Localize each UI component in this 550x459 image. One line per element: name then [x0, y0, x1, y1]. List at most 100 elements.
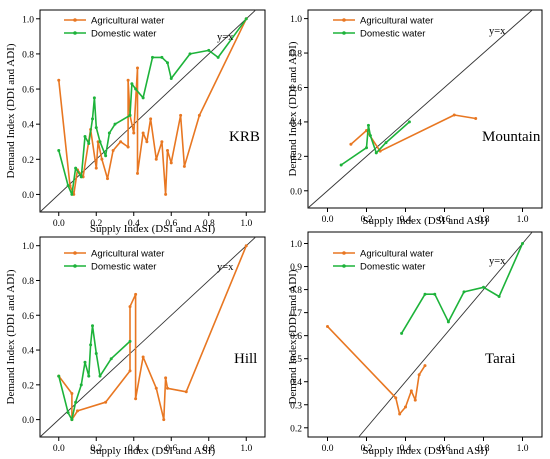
data-point-domestic-water: [169, 77, 173, 81]
data-point-agricultural-water: [398, 412, 402, 416]
data-point-agricultural-water: [128, 369, 132, 373]
data-point-agricultural-water: [169, 161, 173, 165]
x-tick-label: 0.2: [361, 444, 373, 454]
data-point-domestic-water: [482, 285, 485, 289]
x-tick-label: 0.0: [53, 219, 65, 229]
data-point-agricultural-water: [136, 66, 139, 70]
x-tick-label: 0.8: [478, 444, 490, 454]
data-point-domestic-water: [92, 96, 96, 100]
data-point-agricultural-water: [111, 149, 115, 153]
y-axis-label: Demand Index (DDI and ADI): [5, 43, 17, 178]
y-tick-label: 0.2: [22, 381, 34, 391]
x-tick-label: 0.6: [439, 215, 451, 225]
data-point-domestic-water: [66, 184, 70, 188]
y-tick-label: 1.0: [22, 242, 34, 252]
data-point-agricultural-water: [70, 392, 74, 396]
data-point-domestic-water: [94, 352, 98, 356]
data-point-domestic-water: [57, 149, 61, 153]
x-tick-label: 1.0: [240, 219, 252, 229]
y-tick-label: 0.8: [290, 286, 302, 296]
panel-label: KRB: [229, 129, 260, 145]
legend-marker-domestic-water: [73, 264, 77, 268]
data-point-agricultural-water: [154, 386, 158, 390]
data-point-agricultural-water: [104, 400, 108, 404]
data-point-agricultural-water: [417, 373, 421, 377]
data-point-agricultural-water: [154, 157, 158, 161]
y-tick-label: 0.6: [22, 86, 34, 96]
x-tick-label: 1.0: [517, 215, 529, 225]
panel-label: Mountain: [482, 129, 541, 145]
y-tick-label: 0.2: [22, 156, 34, 166]
data-point-domestic-water: [74, 400, 78, 404]
data-point-domestic-water: [104, 154, 108, 158]
legend-label-domestic-water: Domestic water: [91, 262, 156, 273]
y-tick-label: 0.8: [22, 50, 34, 60]
data-point-agricultural-water: [134, 292, 138, 296]
plot-frame: [307, 9, 543, 209]
reference-line-label: y=x: [217, 32, 234, 43]
data-point-agricultural-water: [326, 324, 329, 328]
data-point-agricultural-water: [136, 171, 139, 175]
data-point-domestic-water: [384, 141, 388, 145]
data-point-domestic-water: [128, 113, 132, 117]
series-line-agricultural-water: [326, 325, 426, 415]
data-point-domestic-water: [339, 163, 343, 167]
y-axis-label: Demand Index (DDI and ADI): [287, 41, 299, 176]
x-tick-label: 1.0: [240, 444, 252, 454]
legend-label-domestic-water: Domestic water: [360, 29, 425, 40]
data-point-agricultural-water: [119, 140, 123, 144]
reference-line-y-equals-x: [358, 231, 533, 438]
data-point-domestic-water: [91, 117, 94, 121]
data-point-agricultural-water: [100, 157, 104, 161]
y-tick-label: 0.3: [290, 401, 302, 411]
data-point-domestic-water: [462, 290, 466, 294]
data-point-domestic-water: [423, 292, 427, 296]
data-point-domestic-water: [113, 122, 117, 126]
legend-label-agricultural-water: Agricultural water: [360, 16, 433, 27]
y-tick-label: 0.4: [22, 347, 34, 357]
legend-label-domestic-water: Domestic water: [360, 262, 425, 273]
y-tick-label: 0.2: [290, 153, 302, 163]
legend-label-domestic-water: Domestic water: [91, 29, 156, 40]
data-point-domestic-water: [166, 61, 169, 65]
data-point-agricultural-water: [404, 405, 407, 409]
plot-frame: [39, 236, 266, 438]
data-point-agricultural-water: [474, 116, 478, 120]
x-tick-label: 0.0: [53, 444, 65, 454]
x-tick-label: 0.4: [400, 444, 412, 454]
x-axis-label: Supply Index (DSI and ASI): [90, 223, 216, 235]
y-tick-label: 1.0: [22, 15, 34, 25]
x-tick-label: 0.4: [128, 219, 140, 229]
data-point-agricultural-water: [149, 117, 153, 121]
legend-marker-domestic-water: [342, 264, 346, 268]
legend-label-agricultural-water: Agricultural water: [360, 249, 433, 260]
y-tick-label: 0.6: [290, 332, 302, 342]
data-point-domestic-water: [74, 166, 78, 170]
data-point-domestic-water: [109, 357, 113, 361]
y-tick-label: 0.6: [290, 84, 302, 94]
y-tick-label: 0.0: [22, 191, 34, 201]
plot-frame: [307, 231, 543, 438]
y-tick-label: 0.8: [290, 50, 302, 60]
panel-krb: 0.0 0.2 0.4 0.6 0.8 1.0 0.0 0.2 0.4 0.6 0.8 1.0 Supp…: [5, 9, 266, 235]
y-tick-label: 0.9: [290, 263, 302, 273]
y-tick-label: 1.0: [290, 15, 302, 25]
data-point-agricultural-water: [132, 131, 136, 135]
data-point-domestic-water: [83, 134, 87, 138]
y-axis-label: Demand Index (DDI and ADI): [287, 269, 299, 404]
x-tick-label: 0.8: [478, 215, 490, 225]
x-tick-label: 0.6: [439, 444, 451, 454]
data-point-domestic-water: [57, 374, 61, 378]
y-axis-label: Demand Index (DDI and ADI): [5, 269, 17, 404]
data-point-domestic-water: [446, 320, 450, 324]
data-point-agricultural-water: [145, 140, 149, 144]
data-point-agricultural-water: [423, 364, 427, 368]
legend-label-agricultural-water: Agricultural water: [91, 16, 164, 27]
data-point-domestic-water: [216, 55, 220, 59]
x-tick-label: 0.6: [165, 219, 177, 229]
x-tick-label: 0.2: [90, 219, 102, 229]
data-point-agricultural-water: [128, 305, 132, 309]
data-point-domestic-water: [374, 151, 378, 155]
panel-tarai: 0.0 0.2 0.4 0.6 0.8 1.0 0.2 0.3 0.4 0.5 0.6 0.7 0.8 0…: [287, 231, 543, 457]
